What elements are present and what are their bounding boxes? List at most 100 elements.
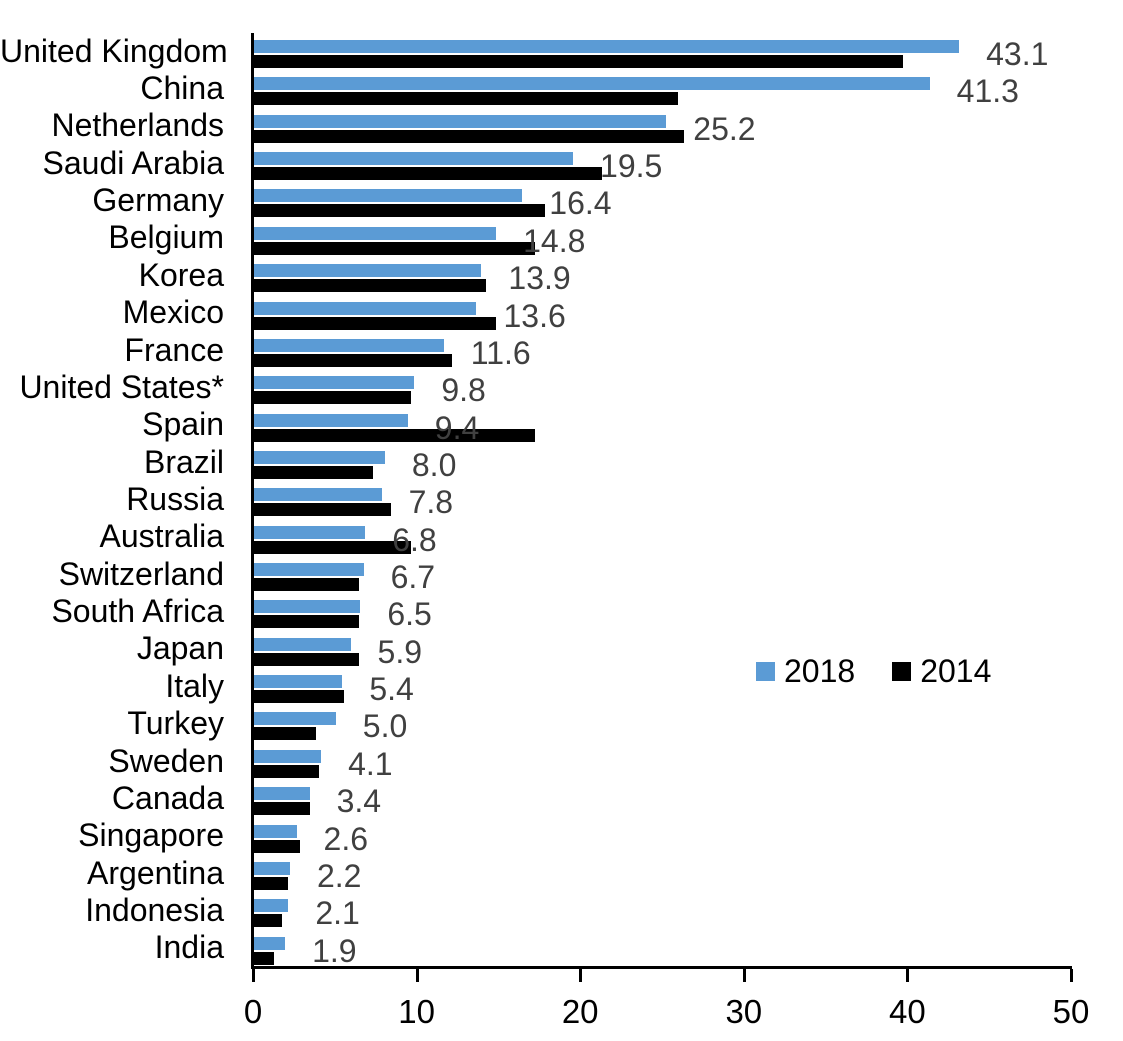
x-axis-tick: [742, 969, 746, 982]
bar-2014: [254, 764, 320, 778]
bar-2014: [254, 540, 412, 554]
bar-2014: [254, 92, 678, 106]
category-label: India: [154, 929, 224, 966]
value-label: 4.1: [348, 745, 393, 782]
category-label: China: [140, 70, 224, 107]
legend-swatch-2014: [892, 661, 912, 681]
value-label: 3.4: [336, 783, 382, 820]
bar-2018: [254, 226, 497, 240]
value-label: 6.8: [392, 521, 437, 558]
value-label: 14.8: [523, 222, 586, 259]
value-label: 41.3: [956, 73, 1019, 110]
x-axis-tick-label: 10: [398, 993, 435, 1030]
bar-2014: [254, 652, 359, 666]
bar-2014: [254, 914, 282, 928]
value-label: 6.5: [387, 596, 432, 633]
y-axis-line: [251, 33, 254, 969]
x-axis-tick: [252, 969, 255, 982]
category-label: United Kingdom: [0, 32, 228, 69]
value-label: 5.9: [377, 633, 422, 670]
value-label: 9.8: [441, 372, 486, 409]
category-label: United States*: [19, 368, 224, 405]
x-axis-tick: [1070, 969, 1073, 982]
category-label: Belgium: [108, 219, 224, 256]
bar-2014: [254, 391, 412, 405]
bar-2014: [254, 839, 300, 853]
bar-2014: [254, 316, 497, 330]
value-label: 19.5: [600, 148, 663, 185]
bar-2018: [254, 675, 343, 689]
value-label: 9.4: [434, 409, 480, 446]
bar-2014: [254, 503, 392, 517]
x-axis-tick: [579, 969, 583, 982]
bar-2018: [254, 77, 930, 91]
bar-2014: [254, 55, 904, 68]
category-label: Argentina: [87, 854, 224, 891]
value-label: 1.9: [312, 932, 357, 969]
x-axis-tick-label: 0: [243, 993, 263, 1030]
bar-2018: [254, 749, 322, 763]
category-label: Turkey: [127, 705, 224, 742]
value-label: 25.2: [693, 110, 756, 147]
value-label: 6.7: [390, 559, 436, 596]
x-axis-tick-label: 40: [889, 993, 926, 1030]
category-label: Korea: [138, 256, 224, 293]
bar-2018: [254, 338, 444, 352]
category-label: Saudi Arabia: [42, 144, 224, 181]
category-label: France: [124, 331, 224, 368]
bar-2018: [254, 264, 482, 278]
value-label: 13.9: [508, 260, 571, 297]
x-axis-line: [251, 966, 1072, 969]
value-label: 11.6: [470, 334, 531, 371]
bar-2018: [254, 189, 523, 203]
bar-2018: [254, 413, 408, 427]
category-label: Sweden: [108, 742, 224, 779]
category-label: Australia: [99, 518, 225, 555]
bar-2014: [254, 578, 359, 592]
bar-2018: [254, 525, 366, 539]
bar-2018: [254, 114, 667, 128]
x-axis-tick: [415, 969, 419, 982]
bar-2014: [254, 204, 546, 218]
category-label: Japan: [136, 630, 224, 667]
category-label: Mexico: [122, 294, 224, 331]
category-label: Italy: [165, 667, 224, 704]
category-label: Germany: [92, 182, 224, 219]
category-label: Canada: [111, 779, 224, 816]
bar-2018: [254, 152, 574, 166]
bar-2014: [254, 690, 344, 704]
bar-2018: [254, 637, 351, 651]
bar-2018: [254, 301, 477, 315]
bar-2018: [254, 936, 286, 950]
bar-2018: [254, 712, 336, 726]
legend: 2018 2014: [756, 655, 991, 687]
value-label: 8.0: [411, 446, 457, 483]
value-label: 16.4: [549, 185, 612, 222]
category-label: Singapore: [78, 817, 224, 854]
bar-2018: [254, 600, 361, 614]
bar-2014: [254, 353, 452, 367]
bar-2018: [254, 450, 385, 464]
legend-swatch-2018: [756, 661, 775, 681]
value-label: 43.1: [986, 36, 1049, 72]
bar-2018: [254, 40, 960, 53]
x-axis-tick-label: 30: [725, 993, 763, 1030]
legend-label-2014: 2014: [920, 653, 992, 689]
value-label: 13.6: [503, 297, 566, 334]
value-label: 5.4: [369, 671, 414, 708]
x-axis-tick-label: 50: [1052, 993, 1090, 1030]
bar-2014: [254, 129, 685, 143]
bar-2014: [254, 876, 289, 890]
category-label: Russia: [126, 481, 224, 517]
bar-2018: [254, 861, 290, 875]
bar-2014: [254, 167, 603, 181]
category-label: Indonesia: [85, 891, 224, 928]
category-label: Netherlands: [51, 107, 224, 144]
bar-2018: [254, 899, 289, 913]
value-label: 2.6: [323, 820, 369, 857]
bar-2014: [254, 802, 310, 816]
bar-2014: [254, 727, 317, 741]
bar-2014: [254, 465, 374, 479]
legend-label-2018: 2018: [784, 653, 856, 689]
